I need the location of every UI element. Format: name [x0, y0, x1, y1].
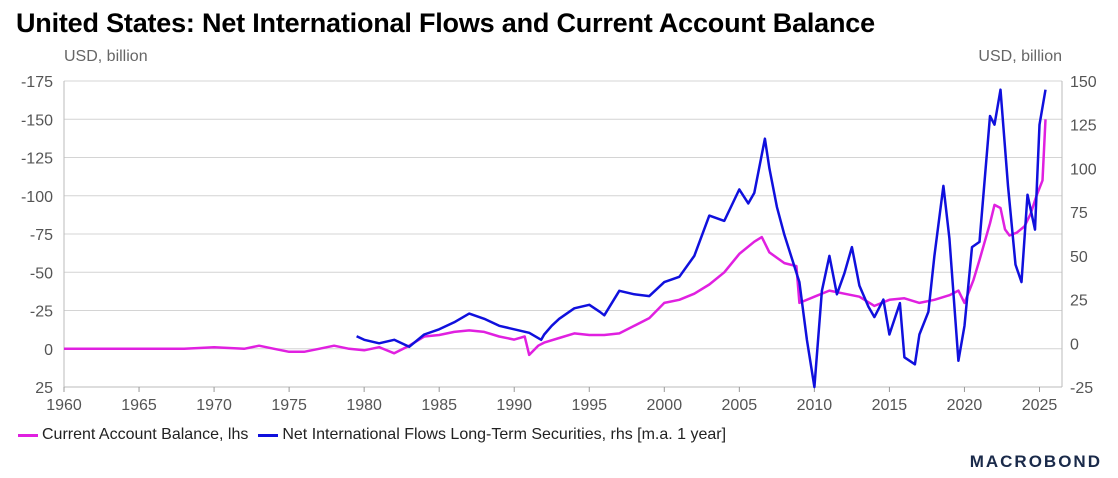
legend-label-current-account: Current Account Balance, lhs — [42, 426, 249, 443]
right-tick-label: 0 — [1070, 336, 1079, 353]
right-tick-label: 100 — [1070, 161, 1097, 178]
left-tick-label: -50 — [30, 265, 53, 282]
x-tick-label: 2000 — [647, 397, 683, 414]
x-tick-label: 1975 — [271, 397, 307, 414]
left-tick-label: -100 — [21, 189, 53, 206]
right-tick-label: -25 — [1070, 380, 1093, 397]
left-tick-label: -125 — [21, 151, 53, 168]
x-tick-label: 1965 — [121, 397, 157, 414]
chart-title: United States: Net International Flows a… — [16, 8, 875, 38]
legend-label-net-flows: Net International Flows Long-Term Securi… — [282, 426, 727, 443]
tick-labels: -175 -150 -125 -100 -75 -50 -25 0 25 -25 0 25 50 75 10… — [21, 74, 1097, 414]
right-tick-label: 150 — [1070, 74, 1097, 91]
right-axis-unit: USD, billion — [978, 48, 1062, 65]
x-tick-label: 2025 — [1022, 397, 1058, 414]
axes — [63, 81, 1063, 392]
legend-swatch-current-account — [18, 433, 38, 437]
right-tick-label: 125 — [1070, 118, 1097, 135]
x-tick-label: 1990 — [496, 397, 532, 414]
x-tick-label: 2005 — [722, 397, 758, 414]
x-tick-label: 2015 — [872, 397, 908, 414]
left-tick-label: -150 — [21, 112, 53, 129]
series-line-net-flows — [356, 88, 1047, 389]
series-lines — [64, 88, 1047, 389]
macrobond-logo: MACROBOND — [969, 452, 1102, 471]
gridlines — [64, 80, 1062, 388]
series-line-current-account — [64, 119, 1047, 357]
legend-swatch-net-flows — [258, 433, 279, 437]
legend-item-current-account: Current Account Balance, lhs — [18, 426, 248, 444]
x-tick-label: 1995 — [571, 397, 607, 414]
left-axis-unit: USD, billion — [64, 48, 148, 65]
legend: Current Account Balance, lhs Net Interna… — [18, 426, 736, 444]
right-tick-label: 50 — [1070, 249, 1088, 266]
x-tick-label: 2010 — [797, 397, 833, 414]
legend-item-net-flows: Net International Flows Long-Term Securi… — [258, 426, 726, 444]
x-tick-label: 1980 — [346, 397, 382, 414]
left-tick-label: -75 — [30, 227, 53, 244]
x-tick-label: 1960 — [46, 397, 82, 414]
x-tick-label: 1970 — [196, 397, 232, 414]
right-tick-label: 25 — [1070, 293, 1088, 310]
x-tick-label: 2020 — [947, 397, 983, 414]
right-tick-label: 75 — [1070, 205, 1088, 222]
left-tick-label: 0 — [44, 342, 53, 359]
left-tick-label: -25 — [30, 304, 53, 321]
x-tick-label: 1985 — [421, 397, 457, 414]
left-tick-label: 25 — [35, 380, 53, 397]
left-tick-label: -175 — [21, 74, 53, 91]
